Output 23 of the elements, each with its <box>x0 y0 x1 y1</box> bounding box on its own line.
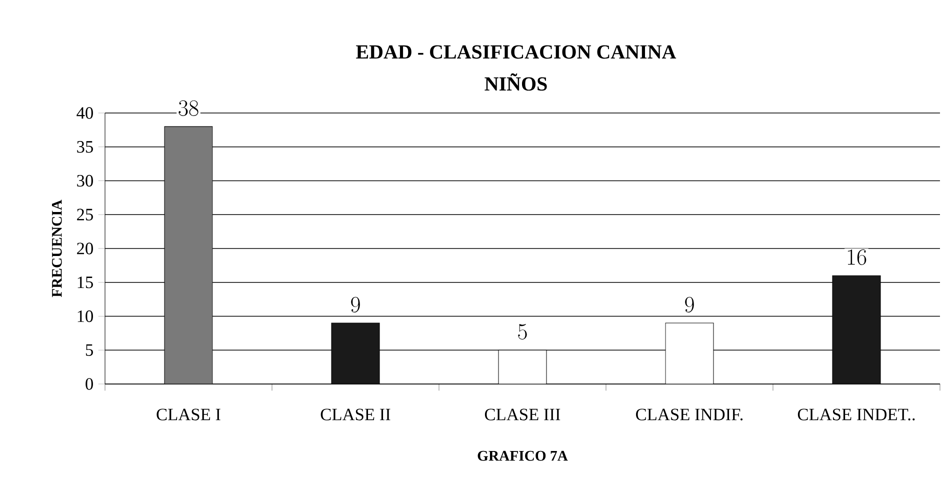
data-label: 38 <box>178 100 198 116</box>
chart-title: EDAD - CLASIFICACION CANINA <box>356 45 676 59</box>
data-label: 9 <box>685 296 694 312</box>
chart-subtitle: NIÑOS <box>484 73 547 91</box>
y-axis-title: FRECUENCIA <box>52 200 62 298</box>
x-tick-label: CLASE I <box>156 408 220 420</box>
y-tick-label: 35 <box>77 141 93 153</box>
y-tick-label: 15 <box>78 276 93 288</box>
y-tick-label: 5 <box>86 344 93 356</box>
x-axis-title: GRAFICO 7A <box>478 450 568 461</box>
y-tick-label: 25 <box>77 208 93 220</box>
y-tick-label: 0 <box>86 378 93 390</box>
data-label: 9 <box>351 296 360 312</box>
y-tick-label: 10 <box>78 310 93 322</box>
x-tick-label: CLASE INDIF. <box>636 408 743 420</box>
x-tick-label: CLASE III <box>484 408 560 420</box>
y-tick-label: 30 <box>77 174 93 187</box>
x-tick-label: CLASE II <box>320 408 390 420</box>
data-label: 5 <box>518 324 527 340</box>
data-label: 16 <box>848 249 866 266</box>
x-tick-label: CLASE INDET.. <box>798 408 915 420</box>
y-tick-label: 40 <box>76 107 93 119</box>
y-tick-label: 20 <box>77 242 93 254</box>
